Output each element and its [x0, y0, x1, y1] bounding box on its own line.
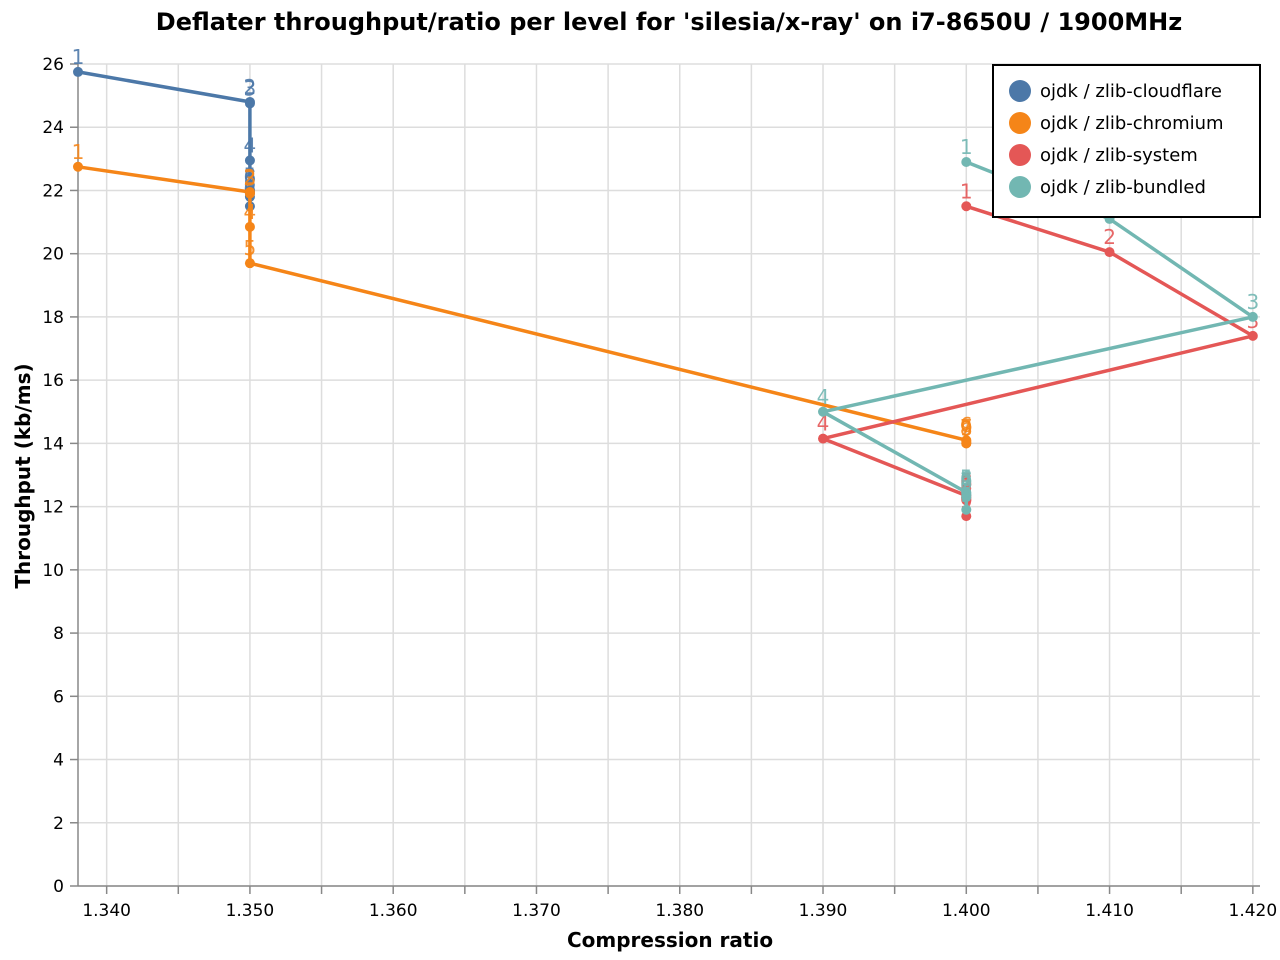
legend-label: ojdk / zlib-chromium: [1040, 113, 1224, 134]
data-point: [244, 258, 255, 269]
data-point: [244, 188, 255, 199]
y-tick-label: 20: [42, 245, 64, 265]
legend-swatch: [1009, 80, 1031, 102]
y-tick-label: 6: [53, 687, 64, 707]
data-point-label: 8: [960, 416, 973, 440]
data-point-label: 3: [1246, 290, 1259, 314]
data-point-label: 5: [244, 236, 257, 260]
y-tick-label: 0: [53, 877, 64, 897]
data-point: [818, 406, 829, 417]
data-point: [244, 221, 255, 232]
data-point-label: 3: [244, 77, 257, 101]
data-point: [961, 201, 972, 212]
data-point: [961, 504, 972, 515]
data-point: [1247, 330, 1258, 341]
x-tick-label: 1.340: [82, 901, 131, 921]
y-tick-label: 16: [42, 371, 64, 391]
legend-swatch: [1009, 112, 1031, 134]
y-tick-label: 12: [42, 498, 64, 518]
data-point: [73, 66, 83, 77]
data-point-label: 5: [960, 469, 973, 493]
axes: [77, 64, 1260, 887]
data-point-label: 4: [244, 133, 257, 157]
y-tick-label: 18: [42, 308, 64, 328]
data-point: [1104, 247, 1115, 258]
y-tick-label: 8: [53, 624, 64, 644]
data-point: [73, 161, 83, 172]
y-tick-label: 10: [42, 561, 64, 581]
y-tick-label: 24: [42, 118, 64, 138]
x-tick-label: 1.410: [1085, 901, 1134, 921]
x-tick-label: 1.420: [1229, 901, 1278, 921]
data-point-label: 7: [244, 167, 257, 191]
x-tick-label: 1.390: [799, 901, 848, 921]
y-tick-label: 22: [42, 181, 64, 201]
legend-swatch: [1009, 176, 1031, 198]
x-axis-ticks: 1.340 1.350 1.360 1.370 1.380 1.390 1.400 1.410…: [82, 886, 1277, 921]
y-tick-label: 26: [42, 55, 64, 75]
data-point-label: 7: [960, 469, 973, 493]
data-point: [961, 438, 972, 449]
data-point: [1247, 311, 1258, 322]
x-tick-label: 1.370: [512, 901, 561, 921]
data-point: [961, 492, 972, 503]
data-point-label: 5: [960, 465, 973, 489]
data-point-label: 1: [960, 135, 973, 159]
data-point-label: 8: [960, 470, 973, 494]
data-point-label: 2: [244, 165, 257, 189]
y-tick-label: 14: [42, 434, 64, 454]
legend-label: ojdk / zlib-bundled: [1040, 177, 1206, 198]
legend-swatch: [1009, 144, 1031, 166]
data-point-label: 8: [244, 170, 257, 194]
legend: ojdk / zlib-cloudflare ojdk / zlib-chromi…: [992, 64, 1261, 218]
x-tick-label: 1.400: [942, 901, 991, 921]
data-point-label: 1: [72, 140, 85, 164]
legend-box: [992, 64, 1261, 218]
data-point-label: 7: [960, 415, 973, 439]
x-tick-label: 1.360: [369, 901, 418, 921]
data-point-label: 1: [960, 179, 973, 203]
chart-title: Deflater throughput/ratio per level for …: [156, 8, 1182, 36]
data-point-label: 4: [817, 412, 830, 436]
data-point-label: 4: [244, 200, 257, 224]
x-axis-title: Compression ratio: [567, 928, 773, 952]
data-point-label: 2: [244, 75, 257, 99]
y-tick-label: 4: [53, 751, 64, 771]
data-point: [818, 433, 829, 444]
data-point-label: 9: [960, 483, 973, 507]
data-point: [961, 157, 972, 168]
data-point-label: 6: [960, 467, 973, 491]
data-point-label: 6: [960, 470, 973, 494]
data-point-label: 3: [244, 167, 257, 191]
data-point-label: 9: [960, 416, 973, 440]
legend-label: ojdk / zlib-cloudflare: [1040, 81, 1222, 102]
data-point: [244, 98, 255, 109]
data-point-label: 5: [244, 163, 257, 187]
x-tick-label: 1.380: [655, 901, 704, 921]
y-tick-label: 2: [53, 814, 64, 834]
series-layer: 123456789123456789123456789123456789: [72, 45, 1259, 522]
data-point-label: 2: [1103, 225, 1116, 249]
data-point-label: 6: [960, 413, 973, 437]
x-tick-label: 1.350: [226, 901, 275, 921]
y-axis-title: Throughput (kb/ms): [11, 363, 35, 588]
data-point-label: 1: [72, 45, 85, 69]
legend-label: ojdk / zlib-system: [1040, 145, 1198, 166]
data-point-label: 4: [817, 385, 830, 409]
data-point-label: 6: [244, 165, 257, 189]
data-point: [244, 155, 255, 166]
